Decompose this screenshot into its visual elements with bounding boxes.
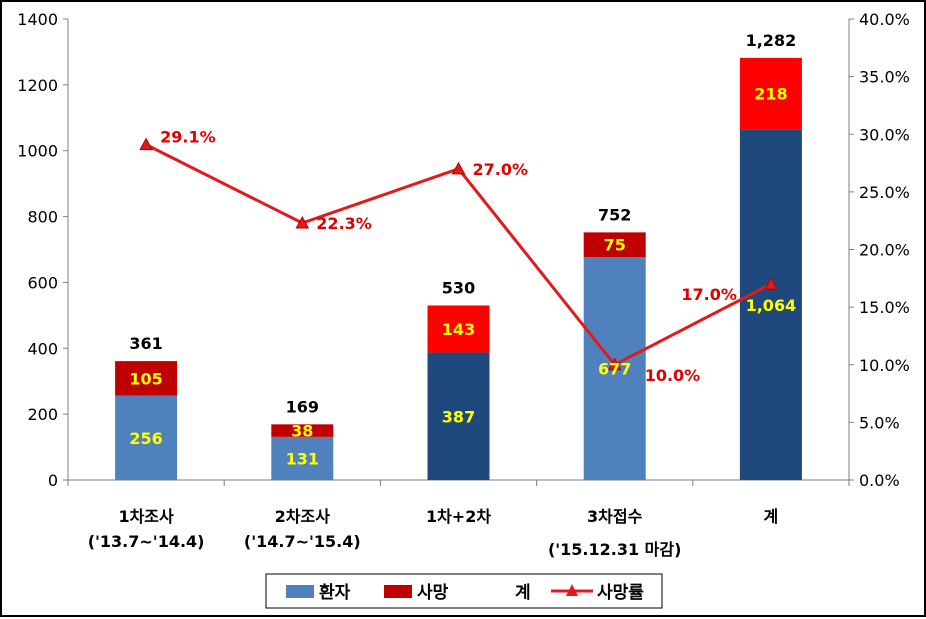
- rate-value-label: 22.3%: [316, 214, 372, 233]
- total-value-label: 752: [598, 205, 631, 224]
- legend-patient-label: 환자: [319, 583, 351, 603]
- patient-bar: [739, 129, 802, 480]
- rate-marker: [295, 215, 310, 229]
- category-label: 계: [764, 507, 779, 526]
- patient-value-label: 256: [129, 429, 162, 448]
- rate-marker: [451, 161, 466, 175]
- left-tick-label: 1400: [17, 10, 58, 29]
- left-tick-label: 600: [27, 273, 58, 292]
- left-tick-label: 1000: [17, 142, 58, 161]
- rate-line: [139, 137, 778, 371]
- death-value-label: 143: [442, 320, 475, 339]
- total-value-label: 169: [286, 397, 319, 416]
- patient-bar: [427, 352, 490, 480]
- rate-marker: [607, 357, 622, 371]
- legend-death-label: 사망: [417, 583, 449, 603]
- death-bar: [427, 305, 490, 353]
- right-tick-label: 35.0%: [859, 68, 910, 87]
- legend: 환자 사망 계 사망률: [265, 573, 663, 609]
- death-bar: [739, 57, 802, 130]
- legend-rate-label: 사망률: [597, 583, 644, 603]
- right-tick-label: 0.0%: [859, 471, 900, 490]
- rate-marker: [764, 277, 778, 290]
- category-label: 1차+2차: [426, 507, 491, 526]
- left-tick-label: 200: [27, 405, 58, 424]
- death-bar: [583, 232, 646, 258]
- category-label: ('15.12.31 마감): [548, 540, 682, 559]
- legend-total-label: 계: [515, 583, 531, 603]
- legend-death-swatch: [384, 585, 412, 598]
- death-value-label: 218: [754, 85, 787, 104]
- category-label: 2차조사: [275, 507, 331, 526]
- legend-rate-marker: [566, 584, 578, 596]
- death-bar: [115, 361, 178, 396]
- axes: 0 200 400 600 800 1000 1200 1400 0.0% 5.0% 10.0% 15…: [17, 10, 910, 559]
- patient-value-label: 1,064: [746, 296, 797, 315]
- patient-value-label: 131: [286, 449, 319, 468]
- right-tick-label: 5.0%: [859, 413, 900, 432]
- left-tick-label: 400: [27, 339, 58, 358]
- total-value-label: 530: [442, 278, 475, 297]
- death-value-label: 38: [291, 422, 313, 441]
- category-label: ('14.7~'15.4): [244, 532, 361, 551]
- category-label: 1차조사: [118, 507, 174, 526]
- rate-value-label: 17.0%: [681, 285, 737, 304]
- category-label: ('13.7~'14.4): [88, 532, 205, 551]
- rate-value-label: 10.0%: [645, 366, 701, 385]
- rate-value-label: 27.0%: [473, 160, 529, 179]
- data-labels: 256 105 361 131 38 169 387 143 530 677 75 752 1,064 2…: [129, 31, 796, 469]
- rate-marker: [139, 137, 153, 151]
- legend-box: [265, 573, 663, 609]
- death-bar: [271, 424, 334, 437]
- death-value-label: 105: [129, 369, 162, 388]
- right-tick-label: 30.0%: [859, 125, 910, 144]
- right-tick-label: 15.0%: [859, 298, 910, 317]
- bars: [115, 57, 802, 480]
- legend-patient-swatch: [286, 585, 314, 598]
- patient-value-label: 387: [442, 407, 475, 426]
- patient-bar: [115, 395, 178, 480]
- death-value-label: 75: [604, 236, 626, 255]
- left-tick-label: 0: [48, 471, 58, 490]
- patient-bar: [271, 436, 334, 480]
- patient-value-label: 677: [598, 360, 631, 379]
- right-tick-label: 25.0%: [859, 183, 910, 202]
- left-tick-label: 800: [27, 208, 58, 227]
- right-tick-label: 20.0%: [859, 241, 910, 260]
- rate-value-label: 29.1%: [160, 128, 216, 147]
- right-tick-label: 10.0%: [859, 356, 910, 375]
- left-tick-label: 1200: [17, 76, 58, 95]
- right-tick-label: 40.0%: [859, 10, 910, 29]
- total-value-label: 1,282: [746, 31, 797, 50]
- category-label: 3차접수: [587, 507, 643, 526]
- total-value-label: 361: [129, 334, 162, 353]
